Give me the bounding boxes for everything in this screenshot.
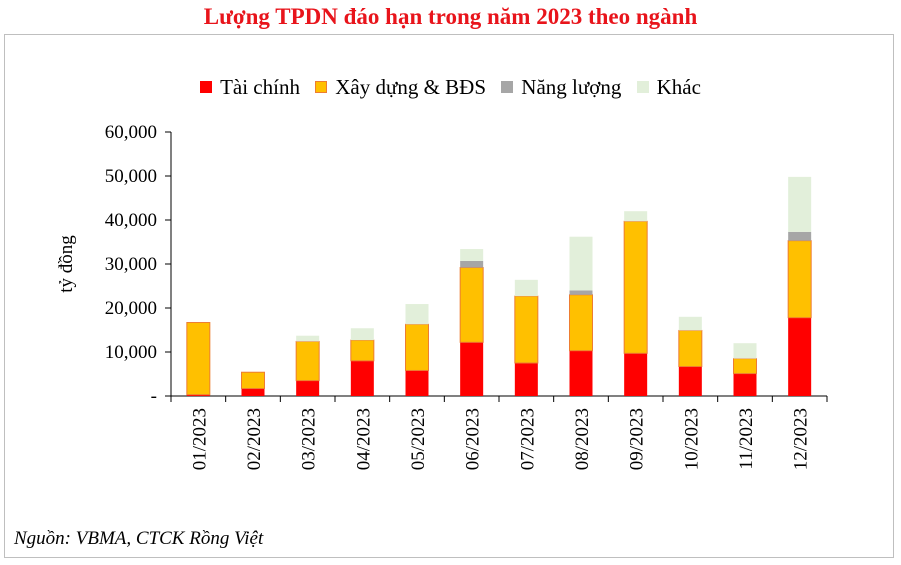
bar-segment-2-12-2023: [787, 240, 812, 319]
source-note: Nguồn: VBMA, CTCK Rồng Việt: [14, 528, 264, 549]
bar-segment-4-07-2023: [514, 279, 538, 297]
bar-segment-2-07-2023: [514, 295, 539, 364]
x-tick-label: 09/2023: [627, 408, 648, 470]
y-tick-label: -: [151, 386, 157, 407]
bar-segment-4-09-2023: [624, 211, 648, 222]
legend-swatch-khac: [636, 81, 649, 93]
bar-segment-2-10-2023: [678, 329, 703, 368]
legend-label-xay-dung: Xây dựng & BĐS: [335, 74, 487, 99]
bar-segment-1-07-2023: [514, 363, 538, 396]
y-tick-label: 30,000: [105, 254, 157, 275]
x-tick-label: 01/2023: [189, 408, 210, 470]
bar-segment-4-04-2023: [350, 328, 374, 341]
x-tick-label: 06/2023: [463, 408, 484, 470]
bar-segment-1-08-2023: [569, 350, 593, 396]
legend-item-khac: Khác: [636, 74, 701, 100]
bar-segment-2-11-2023: [733, 358, 757, 375]
bar-segment-2-09-2023: [623, 220, 648, 354]
chart-frame: [4, 34, 894, 558]
y-tick-label: 50,000: [105, 166, 157, 187]
x-tick-label: 12/2023: [791, 408, 812, 470]
bar-segment-1-03-2023: [296, 380, 320, 396]
legend-swatch-nang-luong: [501, 81, 514, 93]
legend-swatch-xay-dung: [315, 81, 328, 93]
x-tick-label: 04/2023: [353, 408, 374, 470]
bar-segment-4-06-2023: [460, 249, 484, 261]
bar-segment-3-12-2023: [788, 231, 812, 241]
x-tick-label: 10/2023: [681, 408, 702, 470]
bar-segment-2-02-2023: [241, 371, 265, 390]
bar-segment-4-03-2023: [296, 335, 320, 342]
legend-label-nang-luong: Năng lượng: [521, 74, 622, 99]
bar-segment-3-08-2023: [569, 290, 593, 295]
x-tick-label: 05/2023: [408, 408, 429, 470]
y-tick-label: 40,000: [105, 210, 157, 231]
x-tick-label: 02/2023: [244, 408, 265, 470]
bar-segment-4-11-2023: [733, 343, 757, 359]
bar-segment-1-02-2023: [241, 388, 265, 396]
x-tick-label: 11/2023: [736, 408, 757, 470]
legend-item-xay-dung: Xây dựng & BĐS: [315, 75, 486, 100]
x-tick-label: 07/2023: [517, 408, 538, 470]
bar-segment-1-01-2023: [186, 394, 210, 396]
bar-segment-4-05-2023: [405, 304, 429, 325]
bar-segment-4-08-2023: [569, 236, 593, 291]
bar-segment-1-12-2023: [788, 317, 812, 396]
y-tick-label: 20,000: [105, 298, 157, 319]
y-tick-label: 60,000: [105, 122, 157, 143]
bar-segment-1-11-2023: [733, 373, 757, 396]
legend-swatch-tai-chinh: [200, 81, 213, 93]
chart-title: Lượng TPDN đáo hạn trong năm 2023 theo n…: [203, 4, 698, 29]
x-tick-label: 08/2023: [572, 408, 593, 470]
legend-item-nang-luong: Năng lượng: [501, 75, 621, 100]
legend-item-tai-chinh: Tài chính: [200, 75, 300, 100]
legend: Tài chính Xây dựng & BĐS Năng lượng Khác: [0, 74, 901, 100]
bar-segment-4-10-2023: [678, 316, 702, 331]
y-axis-label: tỷ đồng: [56, 235, 77, 293]
bar-segment-1-06-2023: [460, 342, 484, 396]
bar-segment-3-06-2023: [460, 260, 484, 268]
bar-segment-2-04-2023: [350, 339, 375, 362]
y-tick-label: 10,000: [105, 342, 157, 363]
bar-segment-4-12-2023: [788, 176, 812, 232]
bar-segment-1-09-2023: [624, 353, 648, 396]
bar-segment-1-05-2023: [405, 370, 429, 396]
legend-label-khac: Khác: [656, 74, 701, 99]
x-tick-label: 03/2023: [299, 408, 320, 470]
bar-segment-2-03-2023: [295, 340, 320, 382]
legend-label-tai-chinh: Tài chính: [220, 74, 300, 99]
bar-segment-2-05-2023: [405, 323, 429, 371]
bar-segment-2-08-2023: [569, 294, 593, 352]
bar-segment-1-10-2023: [678, 366, 702, 396]
bar-segment-2-06-2023: [459, 267, 484, 343]
bar-segment-1-04-2023: [350, 360, 374, 396]
bar-segment-2-01-2023: [186, 322, 211, 396]
